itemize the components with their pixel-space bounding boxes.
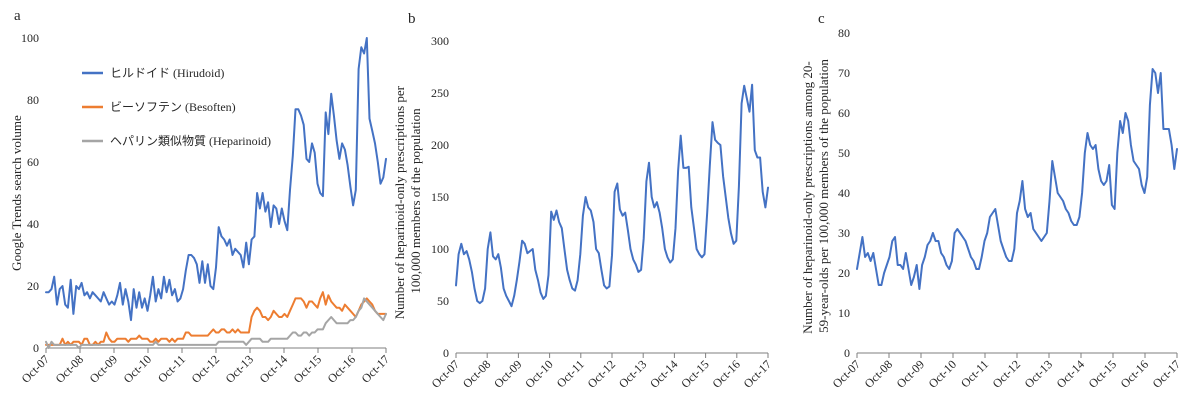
y-tick-label-c: 10 <box>838 306 850 320</box>
y-tick-label-a: 0 <box>33 341 39 355</box>
series-line-a-2 <box>45 297 387 349</box>
series-line-a-0 <box>45 37 387 322</box>
x-tick-label-b: Oct-10 <box>522 357 555 390</box>
series-lines-c <box>856 68 1178 290</box>
x-tick-label-a: Oct-15 <box>291 352 324 385</box>
y-tick-label-c: 50 <box>838 146 850 160</box>
y-axis-label-b-line1: Number of heparinoid-only prescriptions … <box>392 85 407 319</box>
x-tick-label-c: Oct-07 <box>830 357 863 390</box>
y-tick-label-c: 20 <box>838 266 850 280</box>
y-axis-label-c-line2: 59-year-olds per 100,000 members of the … <box>816 59 831 333</box>
x-tick-label-c: Oct-16 <box>1118 357 1151 390</box>
panel-label-b: b <box>408 11 416 27</box>
x-tick-label-c: Oct-09 <box>894 357 927 390</box>
x-tick-label-b: Oct-09 <box>491 357 524 390</box>
legend-label-heparinoid: ヘパリン類似物質 (Heparinoid) <box>110 133 271 148</box>
y-tick-label-b: 50 <box>437 294 449 308</box>
x-tick-label-b: Oct-12 <box>585 357 618 390</box>
y-tick-label-c: 70 <box>838 66 850 80</box>
y-tick-label-c: 60 <box>838 106 850 120</box>
x-tick-label-b: Oct-13 <box>616 357 649 390</box>
y-axis-label-c-line1: Number of heparinoid-only prescriptions … <box>800 61 815 334</box>
x-tick-label-a: Oct-09 <box>87 352 120 385</box>
x-tick-label-c: Oct-11 <box>958 357 991 390</box>
y-tick-label-a: 40 <box>27 217 39 231</box>
y-tick-label-b: 300 <box>431 34 449 48</box>
y-tick-labels-c: 0 10 20 30 40 50 60 70 80 <box>838 26 850 360</box>
x-tick-label-a: Oct-17 <box>359 352 392 385</box>
y-tick-label-a: 20 <box>27 279 39 293</box>
x-tick-label-a: Oct-16 <box>325 352 358 385</box>
panel-label-c: c <box>818 11 825 27</box>
x-tick-label-b: Oct-08 <box>460 357 493 390</box>
legend: ヒルドイド (Hirudoid) ビーソフテン (Besoften) ヘパリン類… <box>82 66 271 148</box>
x-tick-label-b: Oct-07 <box>429 357 462 390</box>
x-tick-label-c: Oct-15 <box>1086 357 1119 390</box>
y-tick-label-c: 30 <box>838 226 850 240</box>
y-axis-label-a: Google Trends search volume <box>9 115 24 271</box>
chart-panel-b: b Number of heparinoid-only prescription… <box>392 11 774 391</box>
x-tick-label-b: Oct-16 <box>709 357 742 390</box>
x-tick-label-a: Oct-12 <box>189 352 222 385</box>
y-tick-label-a: 80 <box>27 93 39 107</box>
x-tick-label-c: Oct-17 <box>1150 357 1183 390</box>
y-tick-label-b: 200 <box>431 138 449 152</box>
series-line-c-0 <box>856 68 1178 290</box>
x-tick-label-c: Oct-14 <box>1054 357 1087 390</box>
y-tick-label-a: 100 <box>21 31 39 45</box>
y-tick-label-b: 0 <box>443 346 449 360</box>
y-tick-labels-b: 0 50 100 150 200 250 300 <box>431 34 449 360</box>
series-lines-a <box>45 37 387 349</box>
chart-panel-a: a Google Trends search volume 0 20 40 60 80 1… <box>9 8 392 386</box>
x-tick-label-a: Oct-11 <box>155 352 188 385</box>
series-line-b-0 <box>455 83 769 308</box>
x-tick-label-b: Oct-14 <box>647 357 680 390</box>
legend-label-hirudoid: ヒルドイド (Hirudoid) <box>110 66 224 80</box>
x-tick-label-b: Oct-15 <box>678 357 711 390</box>
x-tick-label-c: Oct-13 <box>1022 357 1055 390</box>
y-tick-label-b: 250 <box>431 86 449 100</box>
y-tick-labels-a: 0 20 40 60 80 100 <box>21 31 39 355</box>
x-tick-label-c: Oct-08 <box>862 357 895 390</box>
y-tick-label-c: 40 <box>838 186 850 200</box>
x-tick-label-c: Oct-10 <box>926 357 959 390</box>
chart-panel-c: c Number of heparinoid-only prescription… <box>800 11 1183 391</box>
axes-c <box>856 352 1178 358</box>
y-tick-label-c: 80 <box>838 26 850 40</box>
x-tick-label-b: Oct-11 <box>554 357 587 390</box>
y-axis-label-b-line2: 100,000 members of the population <box>408 108 423 294</box>
y-tick-label-c: 0 <box>844 346 850 360</box>
x-tick-label-a: Oct-07 <box>19 352 52 385</box>
y-tick-label-b: 100 <box>431 242 449 256</box>
x-tick-label-a: Oct-13 <box>223 352 256 385</box>
axes-b <box>455 352 769 358</box>
x-tick-label-b: Oct-17 <box>741 357 774 390</box>
x-tick-labels-b: Oct-07Oct-08Oct-09Oct-10Oct-11Oct-12Oct-… <box>429 357 774 390</box>
x-tick-label-a: Oct-14 <box>257 352 290 385</box>
y-axis-label-b: Number of heparinoid-only prescriptions … <box>392 83 423 319</box>
legend-label-besoften: ビーソフテン (Besoften) <box>110 100 236 114</box>
y-axis-label-c: Number of heparinoid-only prescriptions … <box>800 58 831 334</box>
axes-a <box>45 347 387 353</box>
x-tick-label-c: Oct-12 <box>990 357 1023 390</box>
x-tick-label-a: Oct-10 <box>121 352 154 385</box>
x-tick-labels-c: Oct-07Oct-08Oct-09Oct-10Oct-11Oct-12Oct-… <box>830 357 1183 390</box>
x-tick-label-a: Oct-08 <box>53 352 86 385</box>
y-tick-label-b: 150 <box>431 190 449 204</box>
y-tick-label-a: 60 <box>27 155 39 169</box>
panel-label-a: a <box>14 8 21 24</box>
x-tick-labels-a: Oct-07 Oct-08 Oct-09 Oct-10 Oct-11 Oct-12 Oct-… <box>19 352 392 385</box>
series-lines-b <box>455 83 769 308</box>
series-line-a-1 <box>45 291 387 346</box>
